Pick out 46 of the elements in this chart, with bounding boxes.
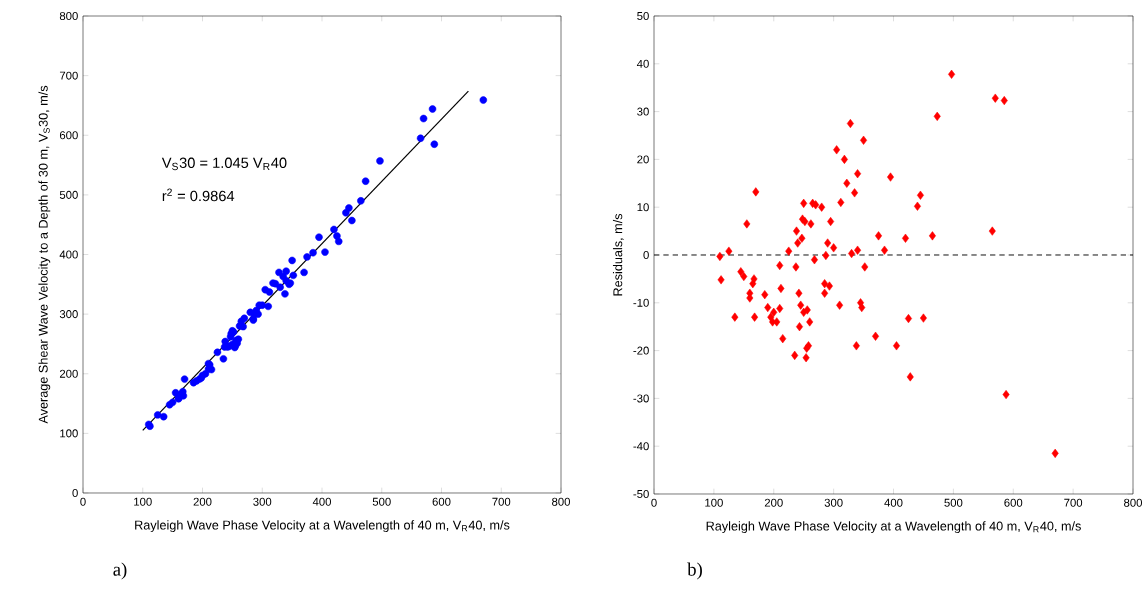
x-tick-label: 500	[372, 497, 391, 506]
x-tick-label: 0	[80, 497, 86, 506]
x-tick-label: 300	[253, 497, 272, 506]
x-axis-title: Rayleigh Wave Phase Velocity at a Wavelength of 40 m, V$_{R}$40, m/s	[706, 521, 1081, 534]
annotation: r$^{2}$ = 0.9864	[162, 188, 235, 202]
x-tick-label: 600	[432, 497, 451, 506]
x-tick-label: 800	[1124, 498, 1143, 507]
x-tick-label: 0	[651, 498, 657, 507]
y-tick-label: -50	[633, 489, 649, 498]
x-tick-label: 100	[705, 498, 723, 507]
y-tick-label: 0	[643, 250, 649, 259]
y-tick-label: 100	[60, 429, 78, 438]
y-tick-label: 10	[637, 203, 649, 212]
x-tick-label: 600	[1004, 498, 1023, 507]
y-tick-label: 30	[637, 107, 649, 116]
y-tick-label: 50	[637, 11, 649, 20]
text: a)	[113, 562, 127, 580]
y-tick-label: 800	[59, 12, 78, 21]
y-axis-title: Residuals, m/s	[612, 213, 624, 296]
x-tick-label: 700	[492, 497, 511, 506]
text: b)	[687, 562, 702, 580]
y-tick-label: 40	[636, 59, 649, 68]
y-tick-label: 0	[72, 488, 78, 497]
y-tick-label: -40	[633, 442, 649, 451]
x-tick-label: 800	[552, 497, 571, 506]
x-axis-title: Rayleigh Wave Phase Velocity at a Wavelength of 40 m, V$_{R}$40, m/s	[135, 520, 510, 533]
y-tick-label: 400	[59, 250, 78, 259]
x-tick-label: 500	[944, 498, 963, 507]
y-tick-label: -20	[633, 346, 649, 355]
x-tick-label: 300	[824, 498, 843, 507]
y-tick-label: 600	[59, 131, 78, 140]
y-tick-label: -10	[633, 298, 649, 307]
y-tick-label: 700	[59, 71, 78, 80]
y-axis-title: Average Shear Wave Velocity to a Depth of 30 m, V$_{S}$30, m/s	[38, 85, 51, 424]
x-tick-label: 100	[134, 497, 152, 506]
x-tick-label: 200	[764, 498, 783, 507]
x-tick-label: 400	[884, 498, 903, 507]
x-tick-label: 400	[312, 497, 332, 506]
y-tick-label: 200	[59, 369, 78, 378]
x-tick-label: 200	[193, 497, 212, 506]
annotation: V$_{S}$30 = 1.045 V$_{R}$40	[161, 157, 287, 171]
y-tick-label: 20	[637, 155, 649, 164]
x-tick-label: 700	[1064, 498, 1083, 507]
y-tick-label: -30	[633, 394, 649, 403]
y-tick-label: 300	[59, 310, 78, 319]
y-tick-label: 500	[59, 190, 78, 199]
